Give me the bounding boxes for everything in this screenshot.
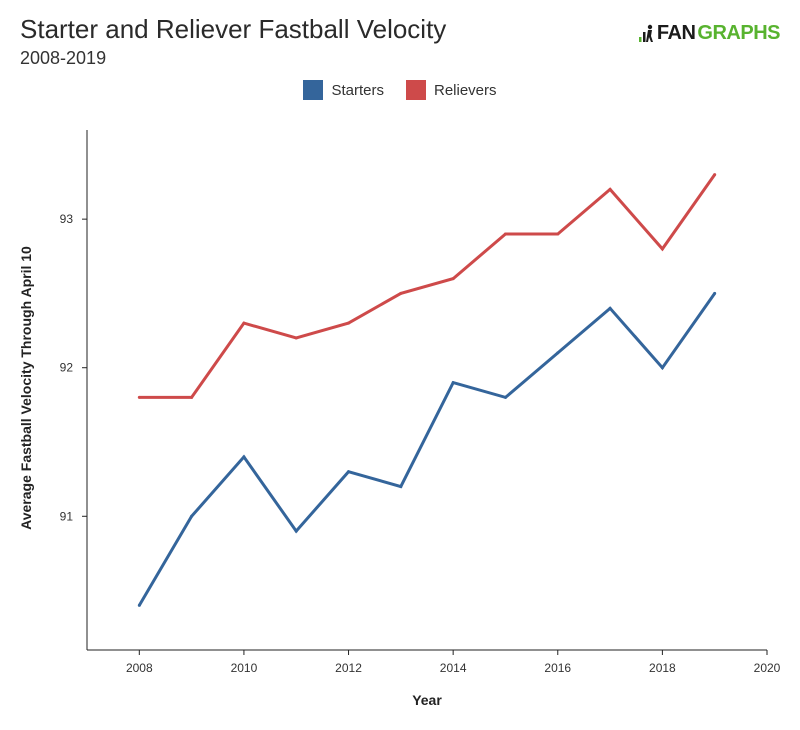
data-point-starters <box>242 455 246 459</box>
series-line-relievers <box>139 173 716 399</box>
data-point-starters <box>347 470 351 474</box>
x-tick-label: 2012 <box>335 661 362 675</box>
data-point-relievers <box>242 321 246 325</box>
legend-item-starters: Starters <box>303 80 384 100</box>
data-point-starters <box>556 351 560 355</box>
series-line-starters <box>138 292 716 607</box>
chart-subtitle: 2008-2019 <box>20 48 107 68</box>
data-point-starters <box>294 529 298 533</box>
y-tick-label: 91 <box>60 509 74 523</box>
legend-swatch-starters <box>303 80 324 100</box>
data-point-relievers <box>399 291 403 295</box>
data-point-relievers <box>451 277 455 281</box>
data-point-starters <box>608 306 612 310</box>
data-point-relievers <box>660 247 664 251</box>
y-tick-label: 93 <box>60 212 74 226</box>
data-point-starters <box>451 381 455 385</box>
data-point-starters <box>713 291 717 295</box>
data-point-relievers <box>137 395 141 399</box>
data-point-relievers <box>190 395 194 399</box>
data-point-relievers <box>556 232 560 236</box>
data-point-starters <box>190 514 194 518</box>
data-point-relievers <box>503 232 507 236</box>
data-point-starters <box>399 485 403 489</box>
x-axis-title: Year <box>412 692 442 708</box>
fangraphs-logo: FAN GRAPHS <box>638 22 780 45</box>
data-point-starters <box>503 395 507 399</box>
y-tick-label: 92 <box>60 361 74 375</box>
legend-label-relievers: Relievers <box>433 81 497 99</box>
legend-item-relievers: Relievers <box>405 80 497 100</box>
chart-title: Starter and Reliever Fastball Velocity <box>20 14 447 44</box>
data-point-starters <box>137 603 141 607</box>
x-tick-label: 2016 <box>544 661 571 675</box>
legend-label-starters: Starters <box>331 81 384 99</box>
data-point-relievers <box>347 321 351 325</box>
data-point-starters <box>660 366 664 370</box>
x-tick-label: 2008 <box>126 661 153 675</box>
logo-text-graphs: GRAPHS <box>697 22 780 44</box>
chart-legend: Starters Relievers <box>0 80 800 100</box>
batter-logo-icon <box>638 24 655 44</box>
x-tick-label: 2010 <box>231 661 258 675</box>
legend-swatch-relievers <box>405 80 426 100</box>
logo-text-fan: FAN <box>656 22 696 44</box>
y-axis-title: Average Fastball Velocity Through April … <box>18 246 34 530</box>
data-point-relievers <box>294 336 298 340</box>
x-tick-label: 2018 <box>649 661 676 675</box>
data-point-relievers <box>713 173 717 177</box>
x-tick-label: 2014 <box>440 661 467 675</box>
data-point-relievers <box>608 187 612 191</box>
x-tick-label: 2020 <box>754 661 781 675</box>
